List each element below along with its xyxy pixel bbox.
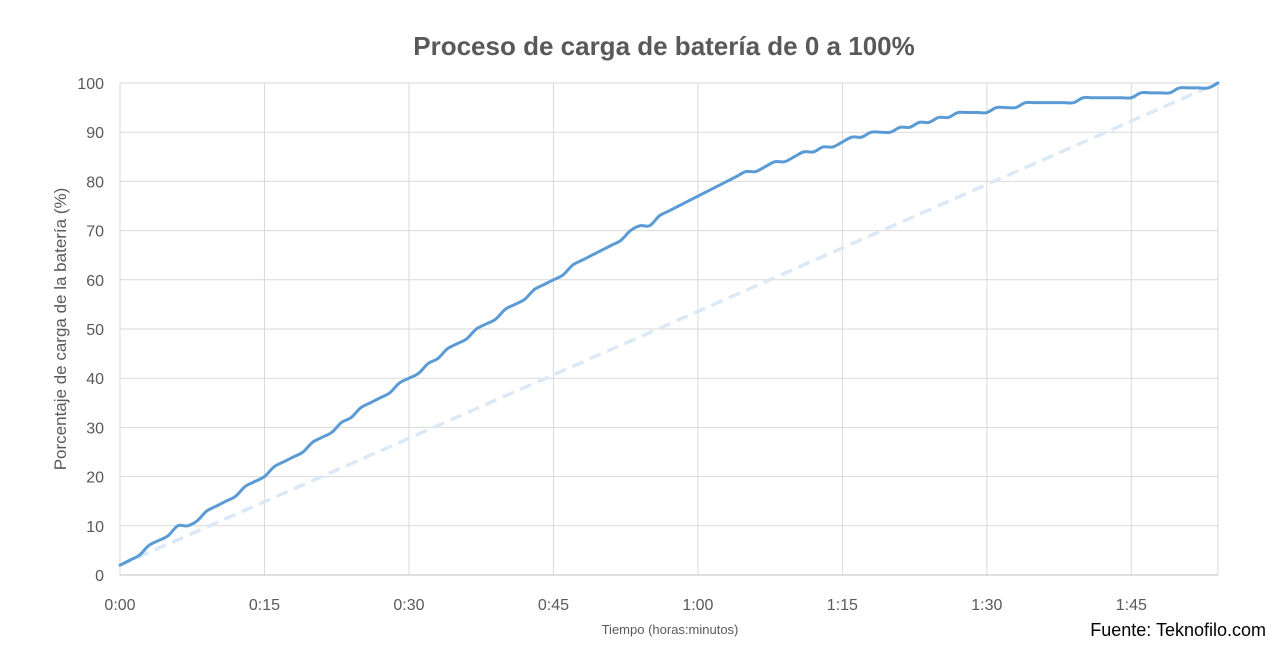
y-tick-label: 0 bbox=[95, 568, 104, 585]
x-tick-label: 1:45 bbox=[1116, 597, 1147, 614]
y-tick-label: 60 bbox=[86, 273, 104, 290]
x-tick-label: 0:45 bbox=[538, 597, 569, 614]
y-tick-label: 40 bbox=[86, 371, 104, 388]
x-tick-label: 1:15 bbox=[827, 597, 858, 614]
y-tick-label: 80 bbox=[86, 174, 104, 191]
x-tick-label: 1:00 bbox=[682, 597, 713, 614]
charge-series-line bbox=[118, 81, 1220, 567]
vertical-gridlines bbox=[119, 83, 1219, 575]
x-axis-label: Tiempo (horas:minutos) bbox=[602, 622, 739, 637]
y-tick-label: 10 bbox=[86, 519, 104, 536]
y-axis-ticks: 0 10 20 30 40 50 60 70 80 90 100 bbox=[77, 76, 104, 585]
x-tick-label: 0:30 bbox=[393, 597, 424, 614]
y-tick-label: 90 bbox=[86, 125, 104, 142]
x-tick-label: 1:30 bbox=[971, 597, 1002, 614]
y-tick-label: 30 bbox=[86, 420, 104, 437]
y-tick-label: 20 bbox=[86, 470, 104, 487]
x-tick-label: 0:00 bbox=[104, 597, 135, 614]
horizontal-gridlines bbox=[120, 82, 1218, 527]
source-credit: Fuente: Teknofilo.com bbox=[1090, 620, 1266, 640]
reference-series-line bbox=[119, 81, 1219, 567]
x-tick-label: 0:15 bbox=[249, 597, 280, 614]
series-layer bbox=[118, 81, 1220, 567]
x-axis-ticks: 0:00 0:15 0:30 0:45 1:00 1:15 1:30 1:45 bbox=[104, 597, 1147, 614]
chart-title: Proceso de carga de batería de 0 a 100% bbox=[413, 31, 914, 61]
y-tick-label: 50 bbox=[86, 322, 104, 339]
y-tick-label: 70 bbox=[86, 224, 104, 241]
y-tick-label: 100 bbox=[77, 76, 104, 93]
y-axis-label: Porcentaje de carga de la batería (%) bbox=[51, 188, 70, 471]
